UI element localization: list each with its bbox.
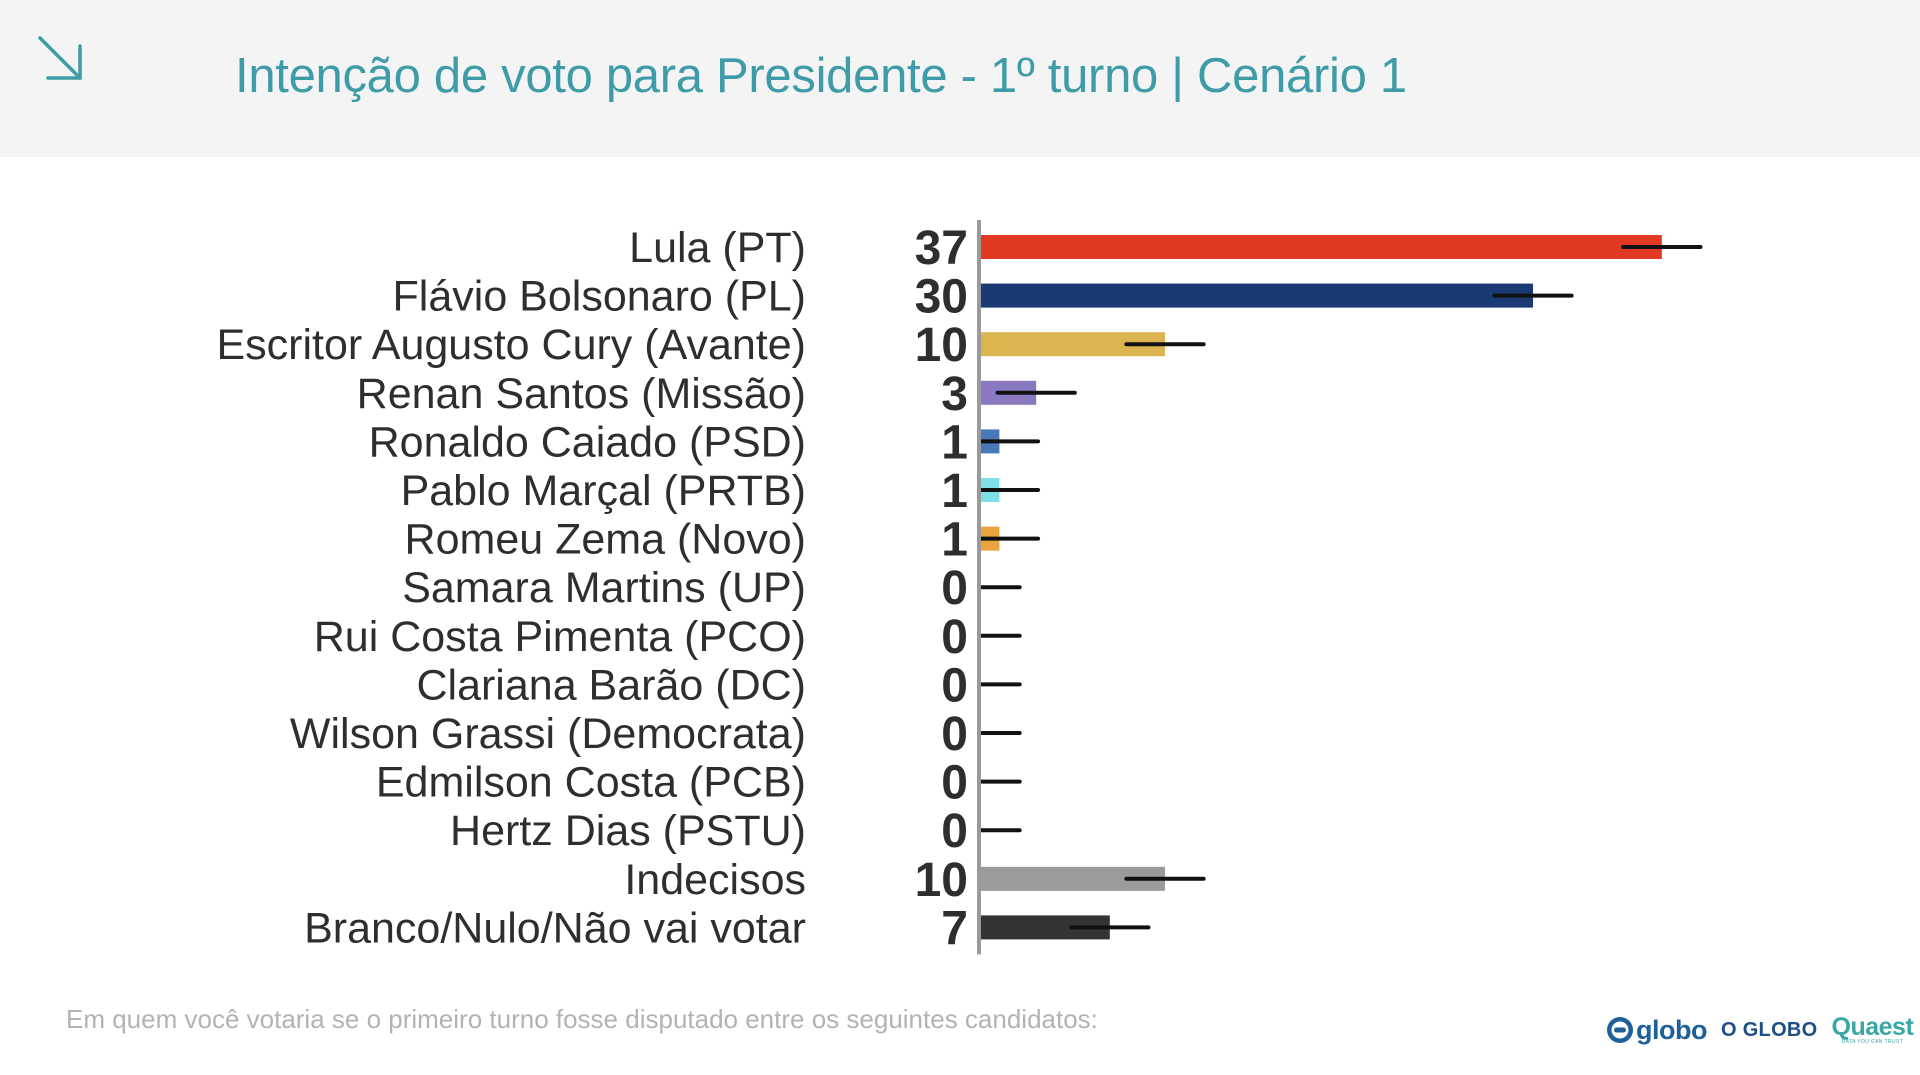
globo-mark-icon [1607, 1017, 1633, 1043]
value-label: 10 [915, 319, 968, 372]
category-label: Clariana Barão (DC) [416, 661, 806, 709]
value-label: 1 [941, 465, 968, 518]
quaest-logo-text: Quaest [1831, 1013, 1914, 1041]
bar [981, 283, 1533, 308]
category-label: Wilson Grassi (Democrata) [290, 710, 806, 758]
value-label: 0 [941, 562, 968, 615]
globo-logo-text: globo [1636, 1014, 1707, 1045]
value-label: 7 [941, 902, 968, 955]
category-label: Hertz Dias (PSTU) [450, 807, 806, 855]
arrow-down-right-icon [38, 36, 82, 80]
quaest-logo: Quaest DATA YOU CAN TRUST [1831, 1013, 1914, 1046]
value-label: 0 [941, 708, 968, 761]
value-label: 0 [941, 805, 968, 858]
oglobo-logo: O GLOBO [1720, 1018, 1818, 1041]
page-title: Intenção de voto para Presidente - 1º tu… [235, 49, 1407, 103]
category-label: Branco/Nulo/Não vai votar [304, 904, 806, 952]
quaest-tagline: DATA YOU CAN TRUST [1841, 1039, 1904, 1045]
survey-question-note: Em quem você votaria se o primeiro turno… [66, 1004, 1098, 1034]
category-label: Lula (PT) [629, 224, 806, 272]
logos: globo O GLOBO Quaest DATA YOU CAN TRUST [1606, 1012, 1914, 1048]
bar [981, 235, 1662, 259]
category-label: Pablo Marçal (PRTB) [401, 467, 806, 515]
value-label: 1 [941, 514, 968, 567]
category-label: Edmilson Costa (PCB) [376, 759, 806, 807]
category-label: Flávio Bolsonaro (PL) [393, 273, 806, 321]
category-label: Samara Martins (UP) [402, 564, 806, 612]
value-label: 0 [941, 659, 968, 712]
value-label: 10 [915, 854, 968, 907]
value-label: 3 [941, 368, 968, 421]
category-label: Rui Costa Pimenta (PCO) [314, 613, 806, 661]
header-band: Intenção de voto para Presidente - 1º tu… [0, 0, 1920, 157]
value-label: 30 [915, 271, 968, 324]
category-label: Romeu Zema (Novo) [405, 516, 806, 564]
value-label: 0 [941, 757, 968, 810]
globo-logo: globo [1606, 1015, 1707, 1046]
value-label: 0 [941, 611, 968, 664]
category-label: Renan Santos (Missão) [357, 370, 806, 418]
value-label: 37 [915, 222, 968, 275]
value-label: 1 [941, 416, 968, 469]
category-label: Indecisos [624, 856, 806, 904]
category-label: Ronaldo Caiado (PSD) [369, 418, 806, 466]
category-label: Escritor Augusto Cury (Avante) [216, 321, 806, 369]
